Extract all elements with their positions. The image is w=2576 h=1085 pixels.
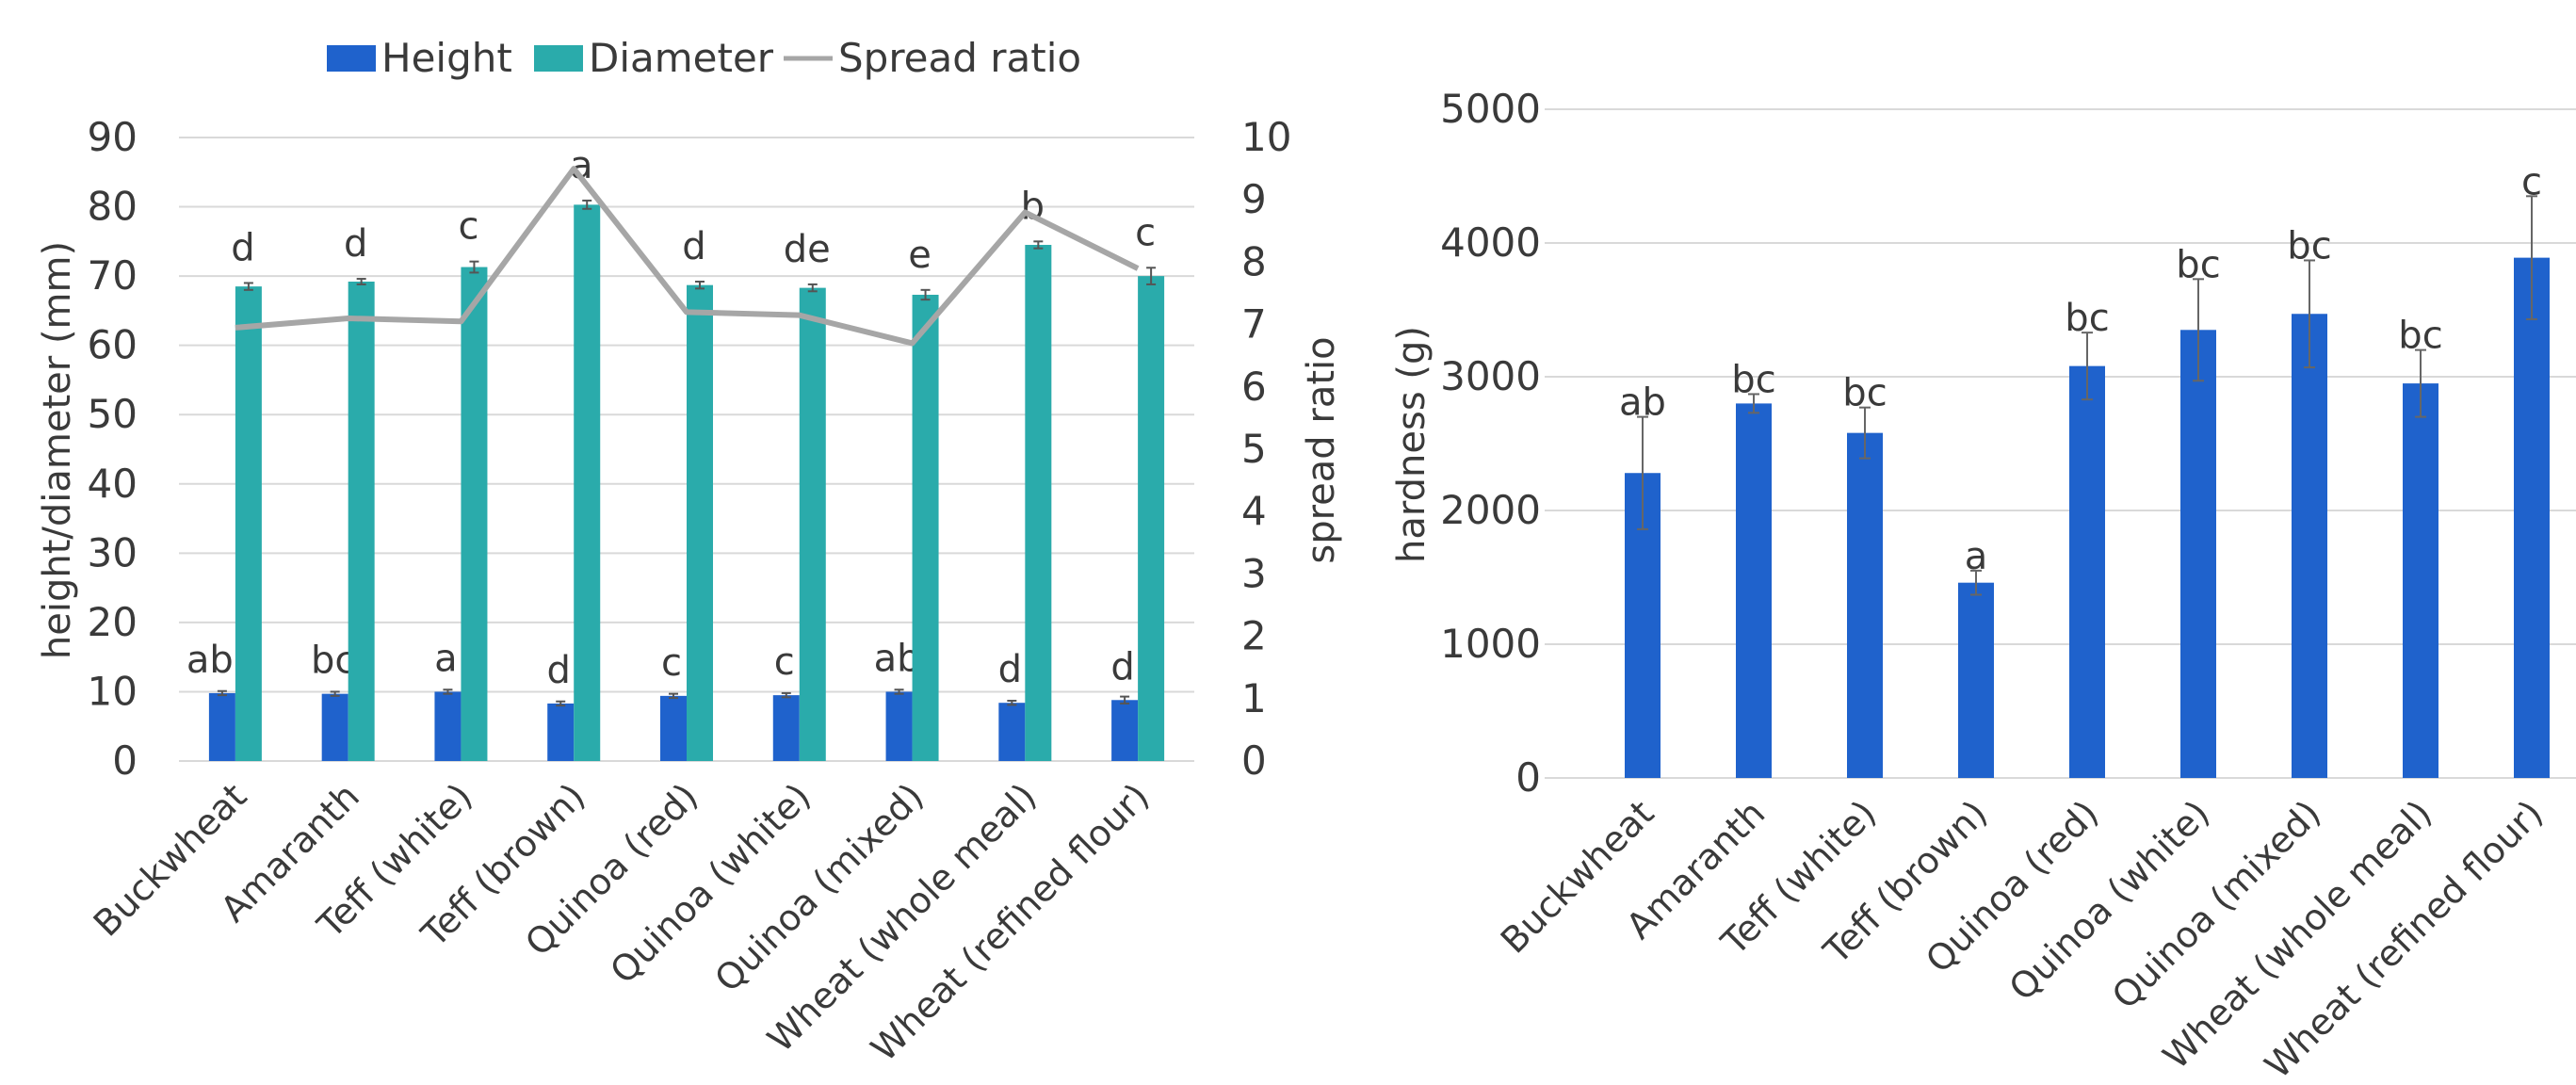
chart-1-y2-tick-label: 0: [1241, 737, 1267, 784]
diameter-significance-label: d: [344, 222, 367, 266]
diameter-bar-wheat-refined-flour: [1138, 276, 1165, 762]
hardness-significance-label: bc: [1842, 372, 1887, 415]
chart-1-y-tick-label: 50: [88, 391, 138, 437]
diameter-bar-amaranth: [348, 281, 375, 761]
height-bar-teff-brown: [547, 703, 575, 761]
hardness-significance-label: c: [2521, 160, 2542, 203]
chart-1-y2-tick-label: 5: [1241, 426, 1267, 472]
diameter-significance-label: d: [231, 226, 254, 269]
chart-2-tick-labels: 010002000300040005000BuckwheatAmaranthTe…: [1440, 86, 2551, 1085]
diameter-significance-label: de: [784, 228, 831, 271]
chart-1-y2-tick-label: 6: [1241, 364, 1267, 410]
chart-2-marks: ab bc bc a bc bc bc bc c: [1619, 160, 2550, 778]
chart-1-y2-tick-label: 4: [1241, 488, 1267, 534]
hardness-significance-label: bc: [2287, 224, 2331, 267]
legend-spread-ratio-label: Spread ratio: [838, 35, 1081, 81]
hardness-significance-label: bc: [2176, 243, 2220, 286]
chart-2-y-tick-label: 3000: [1440, 353, 1541, 399]
chart-2-y-tick-label: 4000: [1440, 219, 1541, 266]
height-bar-quinoa-white: [772, 695, 800, 761]
hardness-bar-quinoa-mixed: [2292, 314, 2327, 778]
diameter-bar-teff-white: [461, 267, 488, 761]
diameter-bar-quinoa-red: [687, 284, 713, 761]
chart-1-y-tick-label: 80: [88, 184, 138, 230]
height-significance-label: bc: [311, 640, 355, 683]
chart-1-y2-tick-label: 1: [1241, 675, 1267, 721]
hardness-bar-quinoa-white: [2180, 330, 2216, 778]
height-bar-teff-white: [434, 691, 462, 761]
chart-1-y2-axis-label: spread ratio: [1300, 336, 1343, 563]
hardness-bar-teff-brown: [1958, 582, 1994, 778]
hardness-significance-label: bc: [2398, 315, 2442, 358]
chart-1-y2-tick-label: 7: [1241, 301, 1267, 348]
chart-1-y2-tick-label: 10: [1241, 114, 1291, 160]
chart-2-category-label: Quinoa (mixed): [2104, 792, 2329, 1017]
chart-1-category-label: Buckwheat: [86, 775, 254, 944]
hardness-bar-wheat-whole-meal: [2403, 383, 2438, 778]
chart-1-y2-tick-label: 9: [1241, 176, 1267, 222]
chart-1-y-tick-label: 40: [88, 461, 138, 507]
chart-1-y-tick-label: 20: [88, 599, 138, 645]
height-significance-label: c: [774, 640, 795, 684]
height-significance-label: d: [998, 648, 1022, 691]
hardness-significance-label: a: [1965, 535, 1988, 578]
chart-1-legend: Height Diameter Spread ratio: [327, 35, 1081, 81]
chart-2-y-axis-label: hardness (g): [1390, 326, 1434, 563]
diameter-bar-teff-brown: [574, 204, 601, 762]
height-bar-wheat-refined-flour: [1111, 700, 1139, 761]
diameter-significance-label: c: [458, 205, 478, 249]
chart-1-category-label: Quinoa (mixed): [706, 775, 932, 1000]
height-significance-label: d: [547, 649, 571, 692]
chart-1-y-axis-label: height/diameter (mm): [36, 241, 79, 659]
height-bar-quinoa-red: [660, 695, 687, 761]
diameter-significance-label: d: [682, 225, 705, 268]
hardness-significance-label: bc: [2065, 297, 2109, 340]
diameter-bar-buckwheat: [235, 286, 262, 761]
chart-2-gridlines: [1545, 108, 2576, 779]
chart-1-y2-tick-label: 3: [1241, 550, 1267, 596]
height-bar-amaranth: [321, 693, 348, 761]
hardness-bar-quinoa-red: [2069, 365, 2105, 778]
chart-1-y-tick-label: 70: [88, 252, 138, 299]
chart-2-y-tick-label: 2000: [1440, 487, 1541, 533]
legend-diameter-label: Diameter: [589, 35, 774, 81]
chart-1-y-tick-label: 10: [88, 668, 138, 714]
diameter-bar-wheat-whole-meal: [1025, 245, 1052, 761]
chart-1-y2-tick-label: 2: [1241, 613, 1267, 659]
chart-1-y2-tick-label: 8: [1241, 238, 1267, 284]
height-significance-label: d: [1110, 645, 1134, 688]
hardness-significance-label: bc: [1731, 358, 1775, 401]
chart-1-y-tick-label: 90: [88, 114, 138, 160]
chart-2-y-tick-label: 5000: [1440, 86, 1541, 132]
height-bar-quinoa-mixed: [885, 691, 913, 761]
diameter-bar-quinoa-mixed: [912, 294, 939, 761]
legend-height-label: Height: [381, 35, 512, 81]
height-bar-buckwheat: [208, 692, 235, 761]
chart-1-category-label: Quinoa (white): [602, 775, 818, 992]
chart-1-y-tick-label: 0: [112, 737, 138, 784]
diameter-bar-quinoa-white: [799, 287, 826, 761]
height-significance-label: a: [434, 637, 458, 680]
chart-1-y-tick-label: 60: [88, 322, 138, 368]
hardness-bar-wheat-refined-flour: [2514, 257, 2550, 778]
height-bar-wheat-whole-meal: [998, 703, 1026, 761]
legend-diameter-swatch: [534, 45, 583, 72]
diameter-significance-label: c: [1135, 211, 1156, 254]
hardness-significance-label: ab: [1619, 381, 1666, 425]
chart-2-y-tick-label: 1000: [1440, 621, 1541, 667]
legend-height-swatch: [327, 45, 376, 72]
chart-2-y-tick-label: 0: [1515, 754, 1541, 801]
diameter-significance-label: e: [908, 234, 932, 277]
height-significance-label: c: [661, 641, 682, 685]
hardness-bar-teff-white: [1847, 432, 1883, 778]
hardness-bar-amaranth: [1736, 403, 1772, 778]
chart-2-category-label: Quinoa (white): [2001, 792, 2218, 1009]
chart-1-y-tick-label: 30: [88, 529, 138, 575]
